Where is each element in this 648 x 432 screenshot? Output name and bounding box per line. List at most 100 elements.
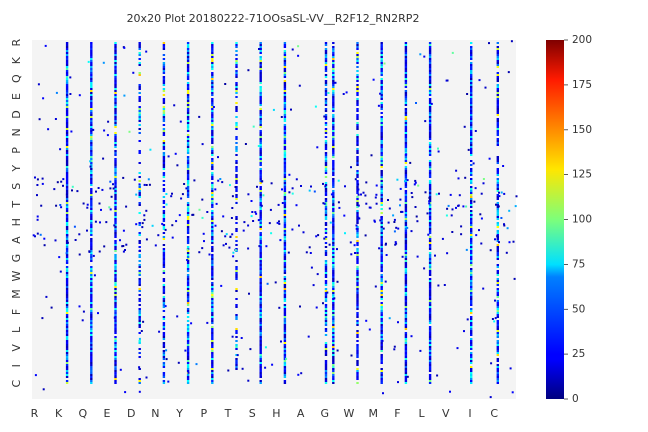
heatmap-column-segment	[211, 186, 214, 188]
heatmap-cell	[86, 203, 89, 206]
heatmap-column-segment	[211, 286, 214, 288]
heatmap-column-segment	[65, 62, 69, 64]
heatmap-column-segment	[114, 118, 117, 120]
heatmap-cell	[315, 306, 318, 309]
heatmap-cell	[343, 214, 346, 217]
heatmap-column-segment	[496, 368, 499, 370]
heatmap-column-segment	[211, 118, 214, 120]
heatmap-column-segment	[496, 64, 499, 66]
heatmap-column-segment	[332, 354, 335, 356]
heatmap-column-segment	[470, 296, 473, 298]
heatmap-column-segment	[211, 296, 214, 298]
heatmap-column-segment	[186, 108, 190, 110]
heatmap-cell	[94, 220, 97, 223]
heatmap-column-segment	[259, 122, 262, 124]
heatmap-column-segment	[259, 348, 262, 350]
heatmap-cell	[257, 145, 260, 147]
heatmap-column-segment	[65, 138, 69, 140]
heatmap-cell	[365, 319, 368, 322]
heatmap-column-segment	[283, 190, 287, 192]
heatmap-cell	[393, 348, 396, 351]
y-tick-label: N	[10, 128, 23, 136]
heatmap-column-segment	[496, 370, 499, 372]
heatmap-column-segment	[283, 196, 287, 198]
heatmap-column-segment	[235, 110, 238, 112]
heatmap-cell	[105, 221, 108, 224]
heatmap-column-segment	[65, 322, 69, 324]
heatmap-column-segment	[380, 72, 383, 74]
heatmap-column-segment	[162, 324, 166, 326]
heatmap-column-segment	[332, 250, 335, 252]
heatmap-column-segment	[428, 376, 432, 378]
heatmap-column-segment	[90, 146, 93, 148]
heatmap-column-segment	[211, 98, 214, 100]
heatmap-cell	[174, 152, 177, 155]
heatmap-column-segment	[186, 172, 190, 174]
heatmap-column-segment	[470, 194, 473, 196]
heatmap-cell	[69, 76, 72, 79]
heatmap-column-segment	[404, 238, 408, 240]
heatmap-column-segment	[235, 124, 238, 126]
heatmap-column-segment	[283, 308, 287, 310]
heatmap-cell	[336, 248, 338, 251]
heatmap-column-segment	[283, 112, 287, 114]
heatmap-column-segment	[235, 332, 238, 334]
heatmap-column-segment	[235, 82, 238, 84]
heatmap-column-segment	[356, 158, 359, 160]
heatmap-column-segment	[380, 52, 383, 54]
heatmap-column-segment	[186, 196, 190, 198]
heatmap-column-segment	[356, 142, 359, 144]
heatmap-column-segment	[235, 360, 238, 362]
heatmap-column-segment	[235, 50, 238, 52]
heatmap-cell	[222, 215, 225, 218]
heatmap-column-segment	[356, 250, 359, 252]
heatmap-column-segment	[324, 230, 328, 232]
heatmap-column-segment	[380, 90, 383, 92]
heatmap-column-segment	[162, 64, 166, 66]
heatmap-cell	[82, 202, 85, 205]
heatmap-column-segment	[470, 54, 473, 56]
heatmap-column-segment	[404, 344, 408, 346]
heatmap-column-segment	[428, 146, 432, 148]
heatmap-column-segment	[65, 80, 69, 82]
heatmap-column-segment	[356, 276, 359, 278]
heatmap-column-segment	[138, 260, 141, 262]
heatmap-cell	[224, 83, 227, 85]
heatmap-cell	[229, 184, 231, 187]
heatmap-column-segment	[324, 94, 328, 96]
heatmap-column-segment	[186, 266, 190, 268]
heatmap-column-segment	[404, 340, 408, 342]
heatmap-column-segment	[356, 200, 359, 202]
heatmap-column-segment	[428, 380, 432, 382]
heatmap-column-segment	[186, 360, 190, 362]
heatmap-column-segment	[283, 68, 287, 70]
heatmap-cell	[323, 115, 326, 118]
heatmap-cell	[110, 195, 113, 198]
heatmap-column-segment	[114, 254, 117, 256]
heatmap-cell	[324, 185, 327, 188]
heatmap-column-segment	[496, 182, 499, 184]
heatmap-column-segment	[162, 114, 166, 116]
heatmap-column-segment	[404, 122, 408, 124]
heatmap-column-segment	[332, 162, 335, 164]
heatmap-column-segment	[235, 330, 238, 332]
heatmap-column-segment	[65, 308, 69, 310]
heatmap-column-segment	[470, 324, 473, 326]
heatmap-column-segment	[470, 94, 473, 96]
heatmap-column-segment	[186, 274, 190, 276]
heatmap-column-segment	[332, 260, 335, 262]
heatmap-column-segment	[428, 264, 432, 266]
heatmap-column-segment	[324, 152, 328, 154]
heatmap-column-segment	[259, 150, 262, 152]
heatmap-column-segment	[404, 370, 408, 372]
heatmap-cell	[466, 318, 469, 321]
heatmap-column-segment	[470, 200, 473, 202]
heatmap-cell	[344, 232, 346, 235]
heatmap-cell	[119, 239, 121, 242]
heatmap-column-segment	[186, 216, 190, 218]
heatmap-column-segment	[356, 46, 359, 48]
heatmap-cell	[271, 363, 274, 366]
heatmap-column-segment	[259, 290, 262, 292]
heatmap-column-segment	[470, 88, 473, 90]
heatmap-column-segment	[235, 54, 238, 56]
